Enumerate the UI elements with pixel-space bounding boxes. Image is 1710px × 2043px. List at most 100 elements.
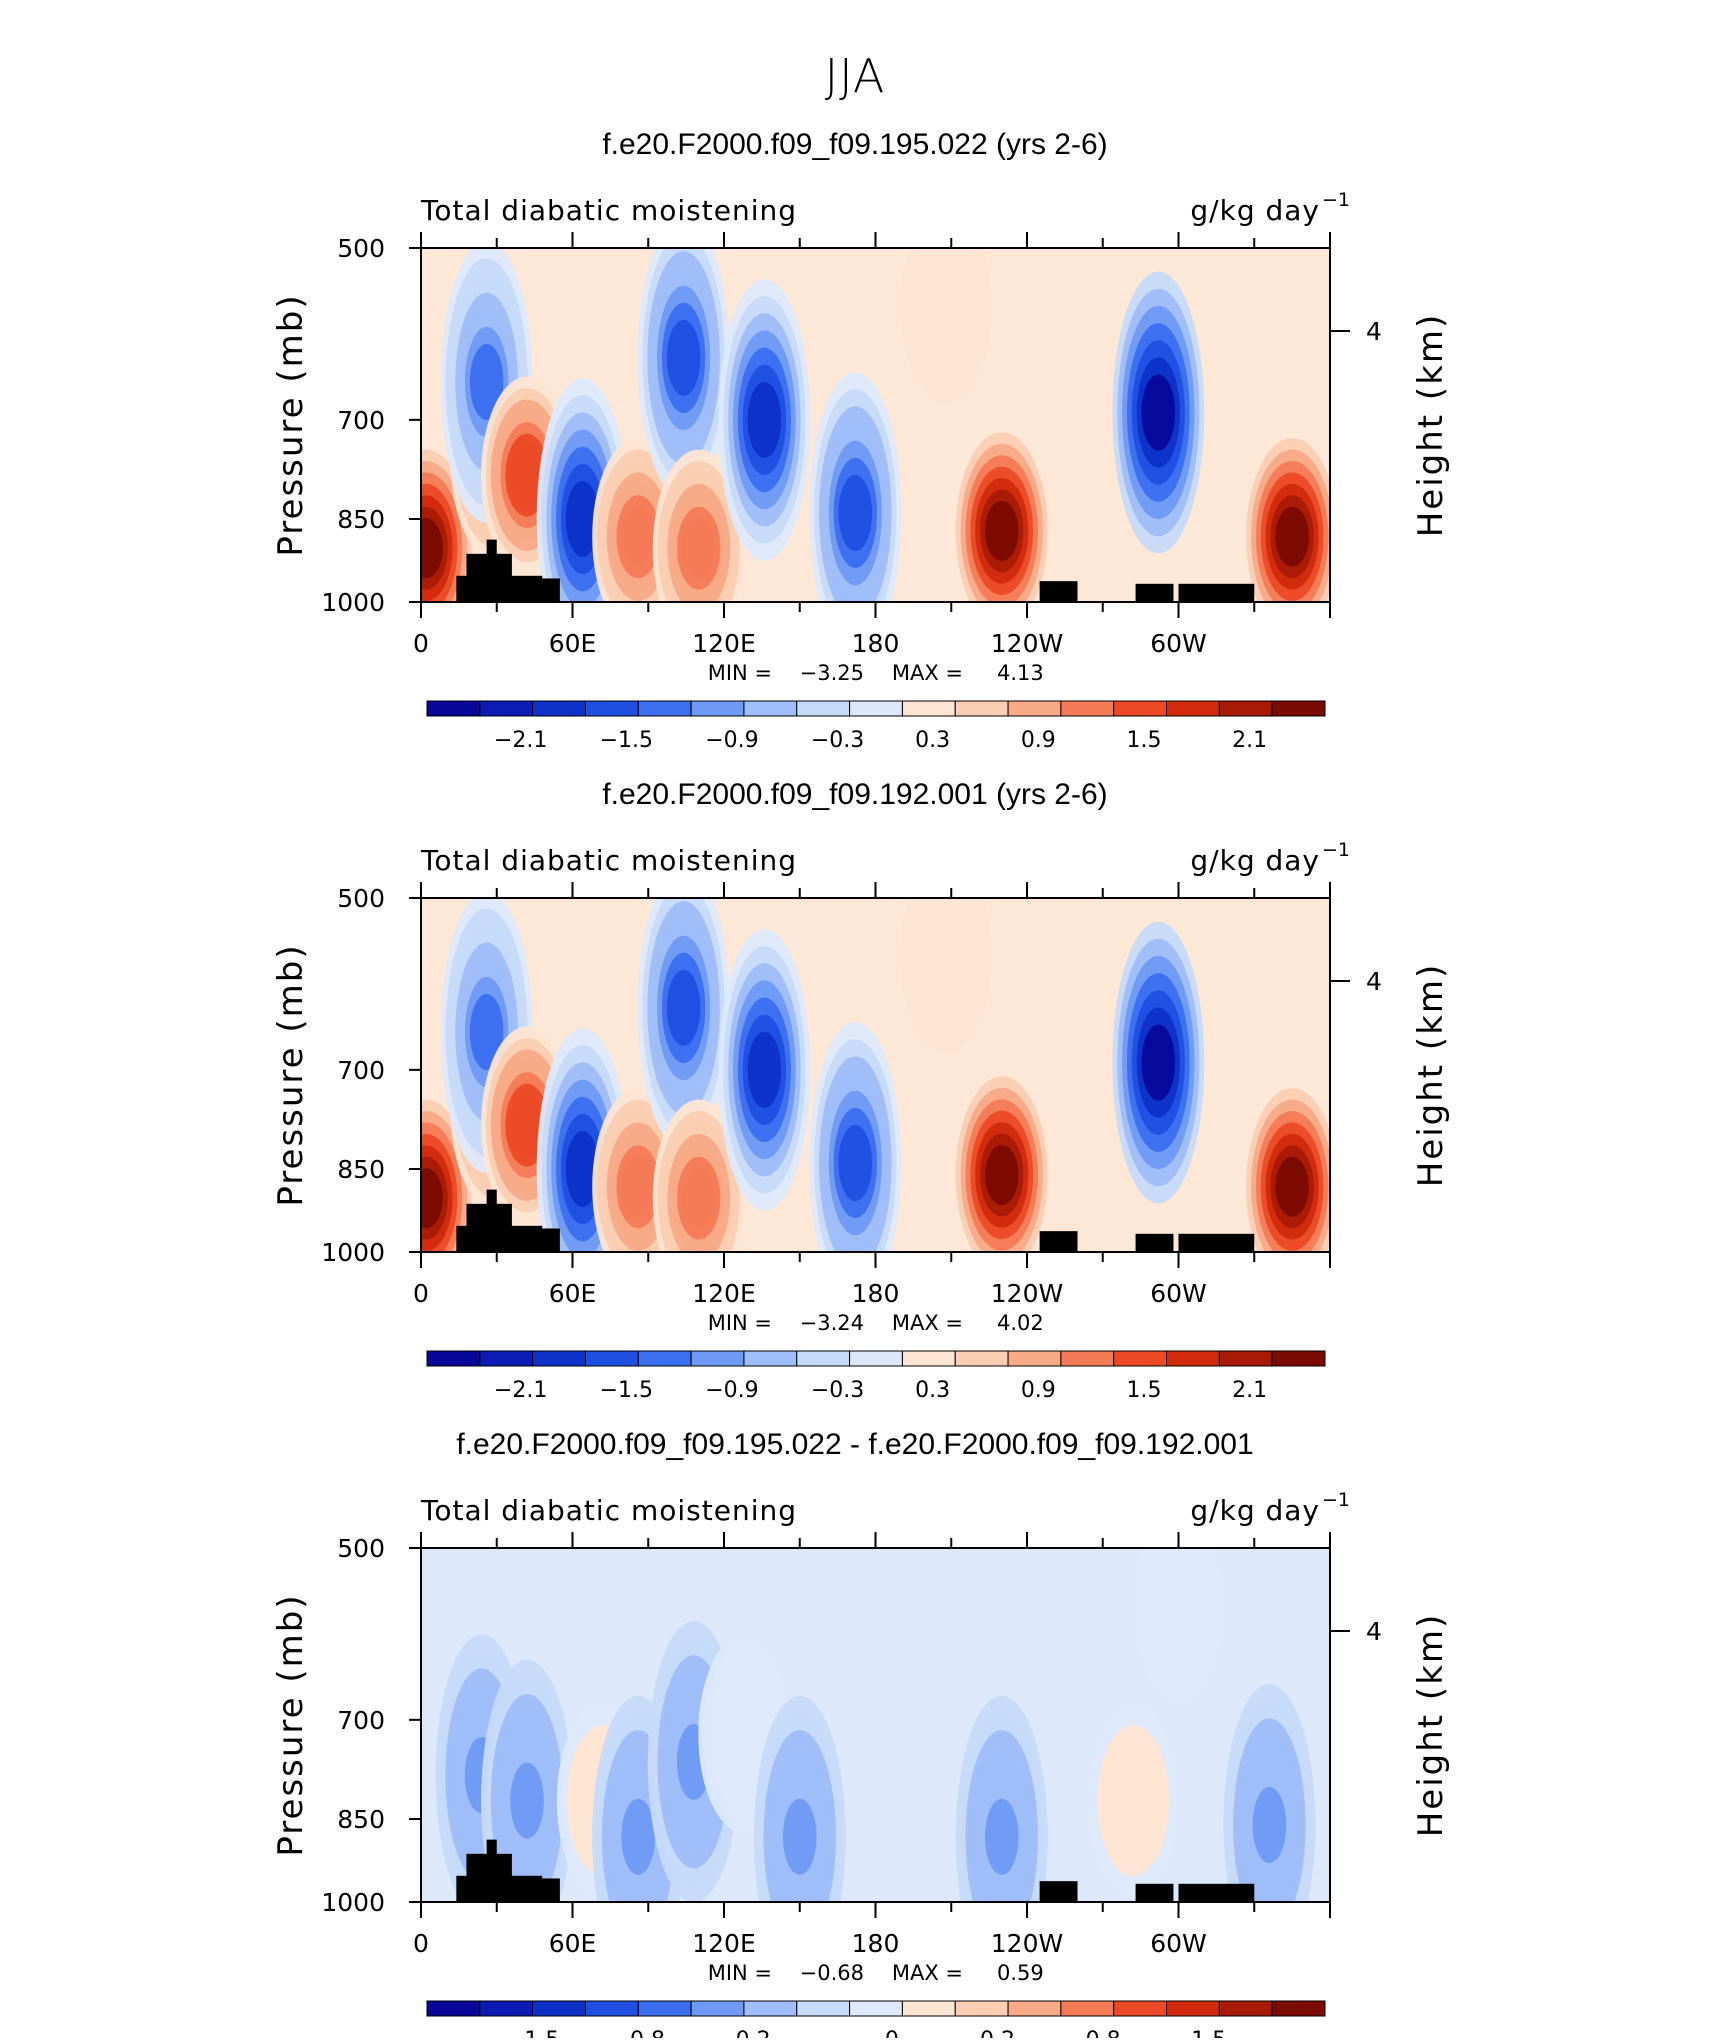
x-tick-label: 120W [991,1929,1063,1958]
min-label: MIN = [708,1311,772,1335]
contour-feature-4 [565,1130,600,1207]
colorbar-label: −1.5 [600,1378,653,1403]
y-tick-label: 850 [337,1805,385,1834]
y-tick-label: 700 [337,1706,385,1735]
colorbar-box [1007,2000,1062,2017]
colorbar-box [637,2000,692,2017]
colorbar-box [1271,1350,1326,1367]
y-tick-label: 1000 [321,588,385,617]
units-superscript: −1 [1322,189,1350,211]
colorbar-box [954,700,1009,717]
colorbar-box [637,700,692,717]
colorbar-box [584,2000,639,2017]
colorbar-label: −0.2 [717,2028,770,2038]
contour-feature-3 [510,1095,544,1156]
y-axis-label: Pressure (mb) [271,1593,311,1856]
x-tick-label: 60W [1150,1279,1207,1308]
contour-feature-8 [1116,1770,1150,1831]
contour-feature-3 [621,1798,655,1875]
topography-mask [1039,581,1078,602]
min-value: −0.68 [800,1961,864,1985]
colorbar-box [954,1350,1009,1367]
x-tick-label: 180 [852,1929,900,1958]
y-tick-label: 700 [337,406,385,435]
panel-2: f.e20.F2000.f09_f09.192.001 (yrs 2-6) Tot… [271,778,1451,1403]
y-tick-label: 850 [337,1155,385,1184]
contour-feature-9 [838,474,873,551]
contour-feature-1 [510,1762,544,1839]
topography-mask [1135,1883,1174,1902]
colorbar-box [1166,1350,1220,1367]
x-tick-label: 60W [1150,1929,1207,1958]
topography-mask [486,1189,497,1252]
topography-mask [1039,1231,1078,1252]
colorbar-box [1271,700,1326,717]
colorbar-label: −2.1 [494,1378,547,1403]
colorbar-box [1166,700,1220,717]
colorbar-label: 0 [885,2028,899,2038]
contour-feature-5 [621,1156,655,1217]
max-value: 4.13 [997,661,1044,685]
x-tick-label: 0 [413,1929,429,1958]
colorbar-label: 0.9 [1021,1378,1056,1403]
left-string: Total diabatic moistening [420,1494,797,1527]
colorbar-box [1218,700,1273,717]
x-tick-label: 0 [413,1279,429,1308]
colorbar-label: 1.5 [1191,2028,1226,2038]
contour-fill [421,248,1330,602]
topography-mask [1135,583,1174,602]
colorbar-box [426,700,481,717]
contour-feature-10 [929,925,963,986]
x-tick-label: 180 [852,1279,900,1308]
max-value: 4.02 [997,1311,1044,1335]
colorbar-box [743,1350,798,1367]
contour-feature-10 [1252,1786,1287,1863]
panel-title: f.e20.F2000.f09_f09.192.001 (yrs 2-6) [602,778,1107,811]
contour-feature-12 [1141,374,1176,451]
x-tick-label: 120E [692,1929,756,1958]
y-right-tick-label: 4 [1366,317,1382,346]
y-right-tick-label: 4 [1366,1617,1382,1646]
colorbar-box [1113,2000,1168,2017]
colorbar-box [426,2000,481,2017]
max-label: MAX = [892,661,963,685]
y-tick-label: 850 [337,505,385,534]
contour-fill [421,898,1330,1252]
contour-feature-9 [838,1124,873,1201]
y-tick-label: 1000 [321,1238,385,1267]
colorbar-box [1060,700,1115,717]
colorbar-box [690,2000,745,2017]
colorbar-label: −1.5 [506,2028,559,2038]
contour-feature-12 [1141,1024,1176,1101]
contour-feature-0 [421,518,443,579]
colorbar-box [1007,700,1062,717]
contour-feature-5 [727,1704,761,1765]
panel-3: f.e20.F2000.f09_f09.195.022 - f.e20.F200… [271,1428,1451,2043]
x-tick-label: 120E [692,629,756,658]
x-tick-label: 60E [549,1929,597,1958]
units-superscript: −1 [1322,1489,1350,1511]
left-string: Total diabatic moistening [420,194,797,227]
topography-mask [532,578,560,602]
y-tick-label: 1000 [321,1888,385,1917]
topography-mask [486,1839,497,1902]
contour-fill [435,1548,1316,1902]
colorbar-label: 0.8 [1086,2028,1121,2038]
contour-feature-6 [666,969,701,1046]
colorbar-box [690,700,745,717]
units-superscript: −1 [1322,839,1350,861]
contour-feature-2 [469,343,504,420]
contour-feature-2 [469,993,504,1070]
y-right-axis-label: Height (km) [1411,1613,1451,1838]
x-tick-label: 120W [991,1279,1063,1308]
y-right-tick-label: 4 [1366,967,1382,996]
x-tick-label: 60E [549,1279,597,1308]
contour-feature-11 [984,1144,1019,1205]
colorbar-label: −1.5 [600,728,653,753]
colorbar-box [584,700,639,717]
topography-mask [1178,1883,1255,1902]
y-tick-label: 500 [337,234,385,263]
colorbar-label: 1.5 [1126,728,1161,753]
contour-feature-11 [984,500,1019,561]
units-string: g/kg day [1190,844,1320,877]
